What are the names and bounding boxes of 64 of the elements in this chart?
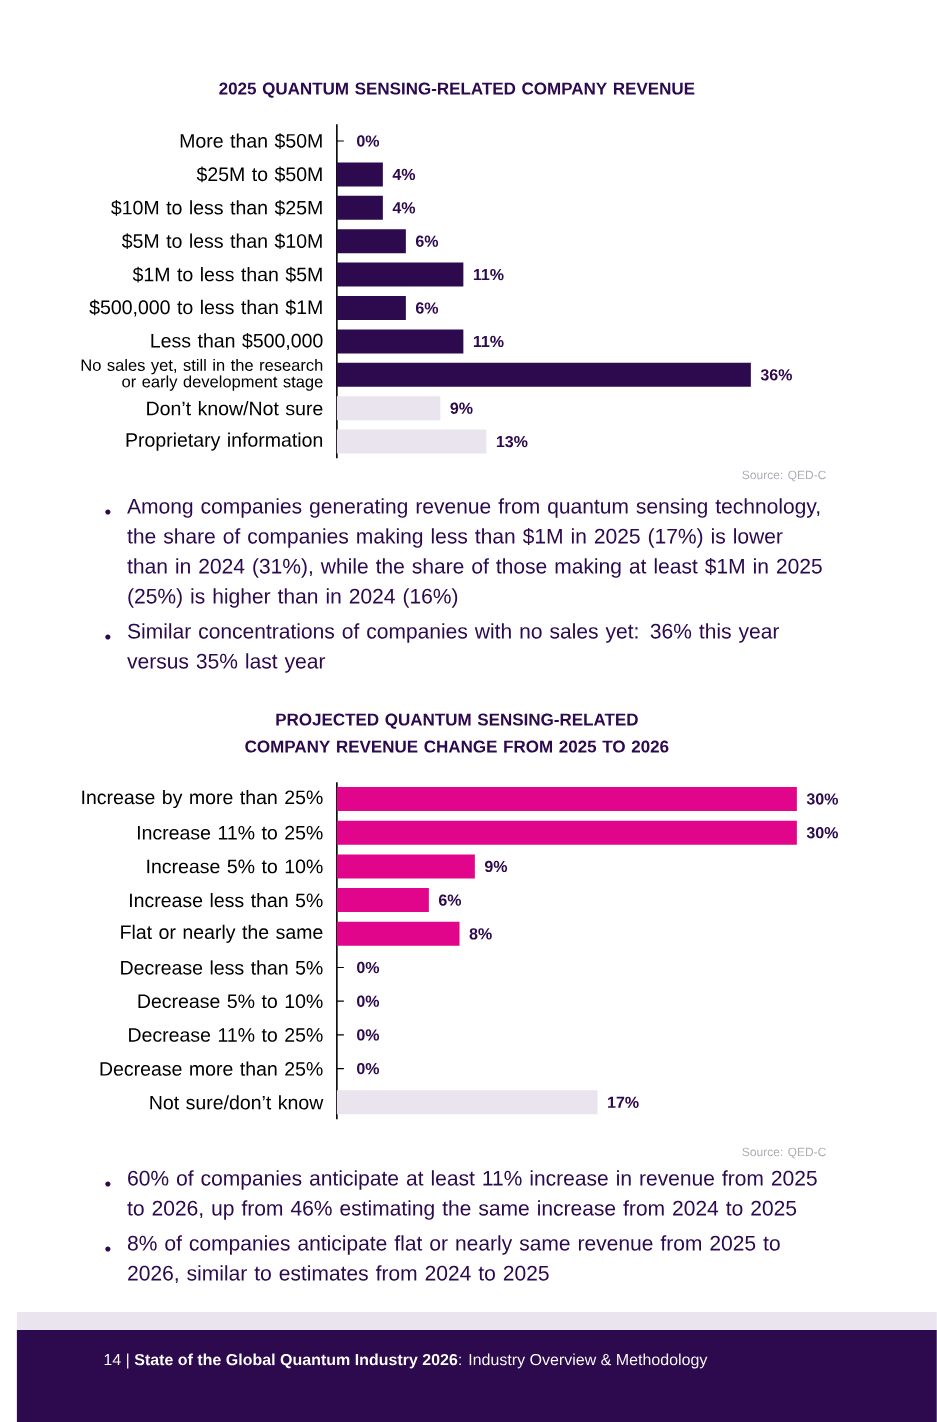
chart-title: 2025 QUANTUM SENSING-RELATED COMPANY REVENUE: [219, 82, 695, 98]
data-label: 36%: [760, 369, 793, 381]
bar: [336, 820, 797, 845]
data-label: 11%: [473, 335, 504, 348]
source-note: Source: QED-C: [742, 470, 826, 482]
text: Similar concentrations of companies with no sales yet: 36% this year versus 35% last year: [127, 623, 780, 673]
bar: [336, 429, 487, 454]
y-tick-label: $10M to less than $25M: [111, 199, 322, 216]
data-label: 0%: [357, 1062, 380, 1075]
data-label: 13%: [496, 435, 528, 448]
y-tick-label: Increase 5% to 10%: [147, 859, 323, 874]
source-note: Source: QED-C: [742, 1147, 826, 1159]
data-label: 11%: [473, 268, 504, 281]
data-label: 6%: [416, 302, 439, 314]
bar: [336, 1090, 598, 1115]
data-label: 8%: [469, 928, 492, 940]
y-tick-label: Increase less than 5%: [130, 892, 323, 908]
data-label: 4%: [392, 168, 416, 181]
y-tick-label: Decrease less than 5%: [121, 960, 323, 975]
y-tick-label: Don’t know/Not sure: [147, 401, 323, 416]
data-label: 17%: [608, 1096, 639, 1108]
data-label: 0%: [357, 1029, 380, 1041]
y-tick-label: $500,000 to less than $1M: [89, 299, 322, 317]
bar: [336, 362, 751, 387]
y-tick-label: Decrease 5% to 10%: [138, 994, 323, 1009]
data-label: 6%: [439, 894, 462, 906]
bar: [336, 921, 460, 946]
y-tick-label: Not sure/don’t know: [150, 1095, 324, 1110]
bar: [336, 329, 464, 354]
data-label: 0%: [357, 995, 380, 1007]
y-tick-label: Increase 11% to 25%: [138, 825, 323, 840]
data-label: 4%: [392, 202, 416, 214]
bar: [336, 229, 406, 254]
y-tick-label: Decrease 11% to 25%: [129, 1028, 323, 1042]
bar: [336, 396, 441, 421]
bar: [336, 888, 429, 913]
text: Among companies generating revenue from quantum sensing technology, the share of companies making less than $1M in 2025 (17%) is lower than in 2024 (31%), while the share of those making at least $1M in 2025 (25%) is higher than in 2024 (16%): [127, 498, 822, 608]
y-tick-label: Decrease more than 25%: [100, 1061, 323, 1076]
y-tick-label: $5M to less than $10M: [121, 233, 322, 250]
chart-title: PROJECTED QUANTUM SENSING-RELATED COMPANY REVENUE CHANGE FROM 2025 TO 2026: [245, 713, 669, 753]
y-tick-label: Flat or nearly the same: [121, 924, 323, 943]
text: 14 | State of the Global Quantum Industry 2026: Industry Overview & Methodology: [104, 1353, 708, 1369]
data-label: 30%: [806, 793, 839, 805]
y-tick-label: More than $50M: [180, 133, 322, 149]
y-tick-label: Increase by more than 25%: [82, 789, 323, 809]
data-label: 0%: [357, 135, 380, 147]
bar: [336, 162, 383, 187]
bar: [336, 195, 383, 220]
data-label: 9%: [450, 402, 473, 414]
data-label: 9%: [485, 860, 508, 873]
bar: [336, 787, 797, 812]
data-label: 6%: [416, 235, 439, 247]
bar: [336, 262, 464, 287]
y-tick-label: $1M to less than $5M: [132, 266, 322, 283]
bar: [336, 296, 406, 321]
data-label: 0%: [357, 961, 380, 974]
text: 60% of companies anticipate at least 11% increase in revenue from 2025 to 2026, up from 46% estimating the same increase from 2024 to 2025: [127, 1170, 817, 1220]
y-tick-label: Proprietary information: [126, 432, 323, 451]
y-tick-label: No sales yet, still in the research or early development stage: [81, 358, 323, 391]
y-tick-label: $25M to $50M: [196, 166, 322, 183]
bar: [336, 854, 475, 879]
data-label: 30%: [806, 827, 839, 839]
text: 8% of companies anticipate flat or nearly same revenue from 2025 to 2026, similar to estimates from 2024 to 2025: [128, 1235, 780, 1284]
y-tick-label: Less than $500,000: [151, 332, 323, 350]
